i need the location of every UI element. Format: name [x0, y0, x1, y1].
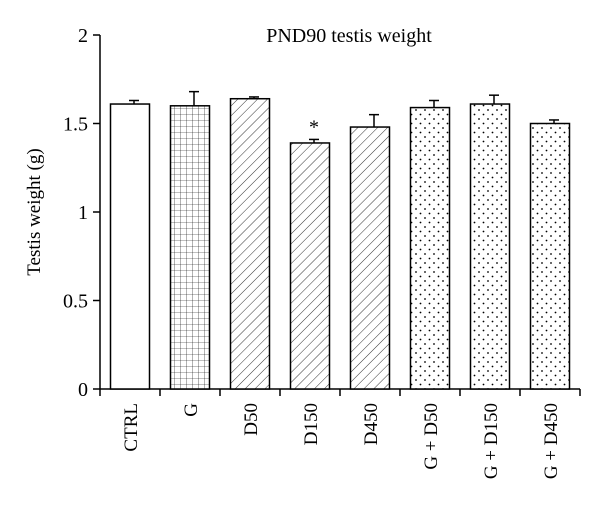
- y-axis-label: Testis weight (g): [24, 148, 45, 275]
- category-label: G + D450: [541, 403, 562, 479]
- bar-gd450: [529, 122, 571, 390]
- bar-gd50: [409, 106, 451, 390]
- y-tick-label: 1.5: [63, 114, 88, 136]
- bar-d150: [289, 142, 331, 390]
- y-tick-label: 2: [78, 25, 88, 47]
- chart-title: PND90 testis weight: [266, 25, 432, 47]
- category-labels: CTRL G D50 D150 D450 G + D50 G + D150 G + D450: [121, 403, 562, 479]
- category-label: G + D150: [481, 403, 502, 479]
- y-tick-label: 1: [78, 202, 88, 224]
- category-label: CTRL: [121, 403, 142, 452]
- y-tick-label: 0: [78, 379, 88, 401]
- bar-ctrl: [109, 103, 151, 390]
- category-label: G: [181, 403, 202, 417]
- category-label: D450: [361, 403, 382, 445]
- category-label: G + D50: [421, 403, 442, 470]
- category-label: D150: [301, 403, 322, 445]
- bar-d50: [229, 97, 271, 390]
- bar-d450: [349, 126, 391, 390]
- bar-g: [169, 105, 211, 390]
- bars: *: [109, 90, 571, 390]
- y-tick-label: 0.5: [63, 291, 88, 313]
- category-label: D50: [241, 403, 262, 436]
- bar-gd150: [469, 103, 511, 390]
- significance-marker: *: [309, 116, 319, 138]
